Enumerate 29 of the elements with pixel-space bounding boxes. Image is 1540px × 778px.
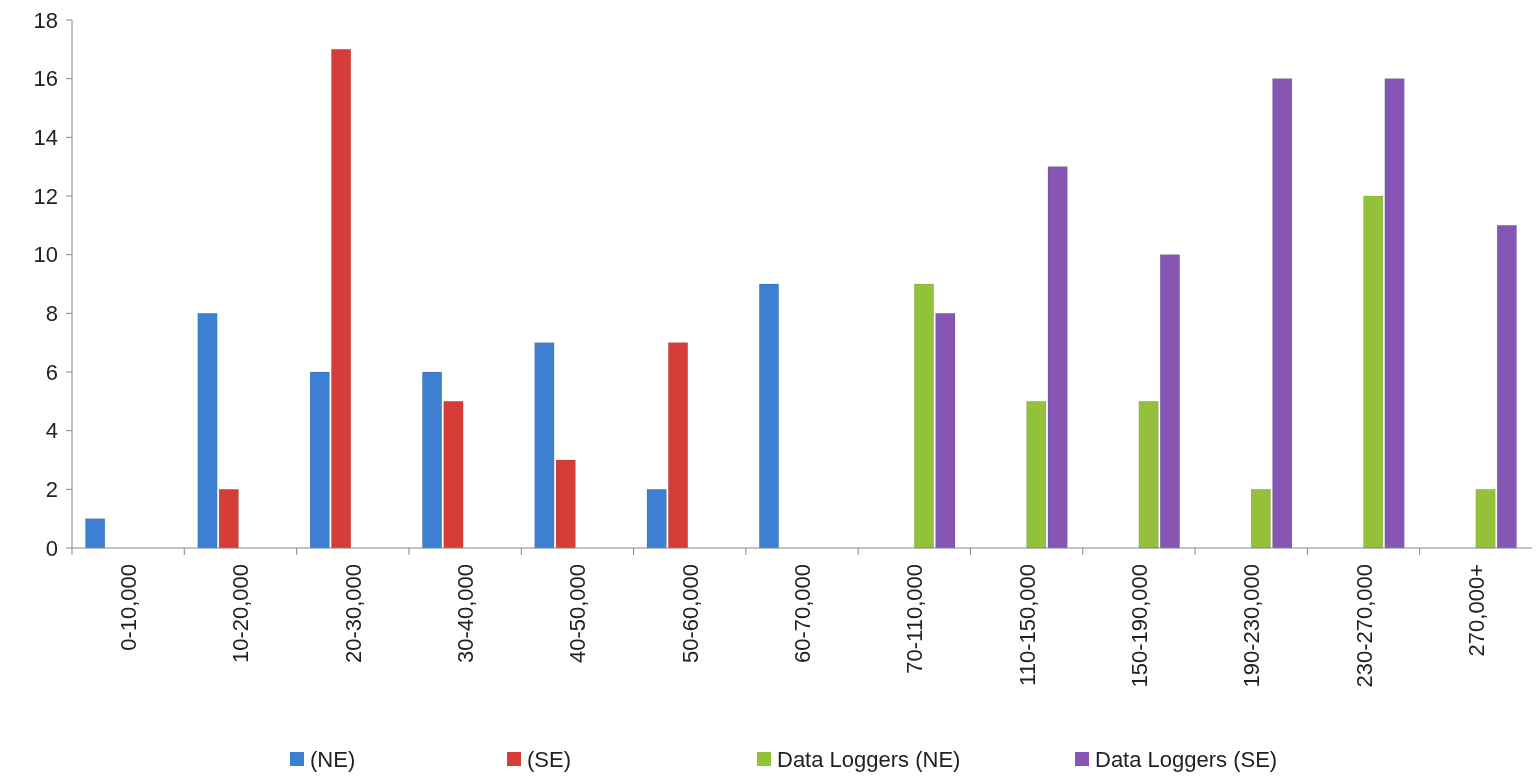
x-tick-label: 0-10,000	[116, 564, 142, 651]
y-tick-label: 18	[33, 7, 58, 33]
bar	[759, 283, 779, 549]
x-tick-label: 20-30,000	[340, 564, 366, 664]
y-tick-label: 8	[45, 301, 58, 327]
bar	[85, 518, 106, 549]
legend-label: (SE)	[527, 746, 571, 772]
x-tick-label: 110-150,000	[1014, 564, 1040, 686]
y-tick-label: 14	[33, 125, 58, 151]
y-tick-label: 12	[33, 183, 58, 209]
x-tick-label: 150-190,000	[1126, 564, 1152, 688]
x-tick-label: 30-40,000	[453, 564, 479, 664]
x-tick-label: 190-230,000	[1239, 564, 1265, 688]
legend-label: Data Loggers (SE)	[1095, 746, 1278, 772]
y-tick-label: 2	[45, 477, 58, 503]
y-tick-label: 4	[45, 418, 58, 444]
y-tick-label: 16	[33, 66, 58, 92]
x-tick-label: 40-50,000	[565, 564, 591, 664]
x-tick-label: 270,000+	[1463, 564, 1489, 657]
y-tick-label: 0	[45, 535, 58, 561]
x-tick-label: 70-110,000	[902, 564, 928, 674]
y-tick-label: 6	[45, 359, 58, 385]
legend-label: Data Loggers (NE)	[777, 746, 961, 772]
x-tick-label: 10-20,000	[228, 564, 254, 664]
x-tick-label: 50-60,000	[677, 564, 703, 664]
x-tick-label: 230-270,000	[1351, 564, 1377, 688]
legend-label: (NE)	[310, 746, 356, 772]
y-tick-label: 10	[33, 242, 58, 268]
x-tick-label: 60-70,000	[790, 564, 815, 664]
